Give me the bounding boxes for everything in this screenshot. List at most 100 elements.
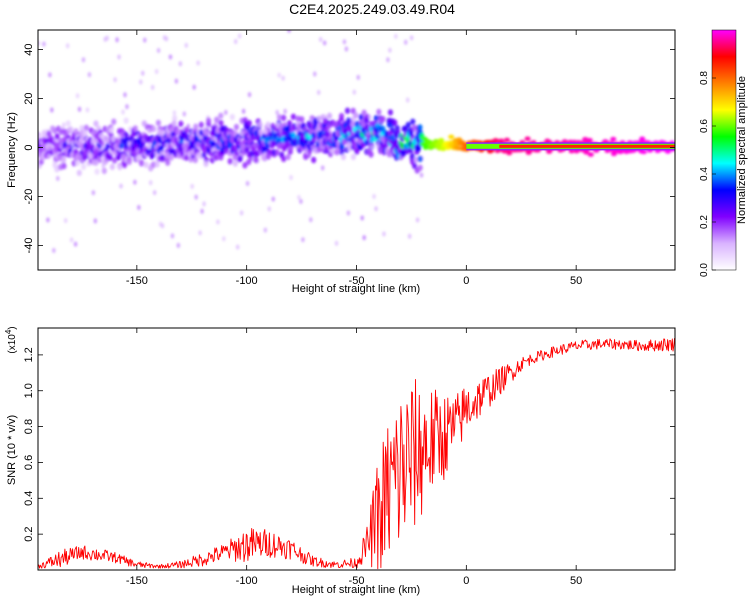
heatmap-cell <box>352 89 357 95</box>
heatmap-cell <box>316 115 322 122</box>
heatmap-cell <box>46 217 50 223</box>
heatmap-cell <box>370 144 374 151</box>
heatmap-cell <box>346 210 351 216</box>
heatmap-cell <box>380 115 386 123</box>
heatmap-cell <box>176 242 181 249</box>
heatmap-cell <box>218 112 224 119</box>
snr-y-tick-label: 1.2 <box>23 347 35 362</box>
heatmap-cell <box>257 121 263 128</box>
heatmap-cell <box>415 145 421 152</box>
heatmap-cell <box>50 125 56 132</box>
heatmap-cell <box>322 117 328 125</box>
heatmap-cell <box>241 108 246 114</box>
heatmap-cell <box>79 149 85 156</box>
heatmap-cell <box>65 120 71 127</box>
heatmap-cell <box>438 139 445 144</box>
heatmap-cell <box>233 123 240 131</box>
heatmap-cell <box>283 108 287 114</box>
heatmap-cell <box>311 156 317 164</box>
colorbar-label: Normalized spectral amplitude <box>736 76 748 224</box>
heatmap-cell <box>155 119 162 127</box>
heatmap-cell <box>274 149 280 156</box>
heatmap-cell <box>320 165 325 171</box>
heatmap-cell <box>48 72 52 78</box>
heatmap-cell <box>387 109 394 116</box>
heatmap-cell <box>85 107 90 113</box>
heatmap-cell <box>203 160 209 167</box>
heatmap-cell <box>382 231 386 237</box>
heatmap-cell <box>415 217 420 223</box>
heatmap-cell <box>111 118 117 125</box>
heatmap-band-core <box>499 144 675 148</box>
heatmap-cell <box>312 71 317 77</box>
heatmap-cell <box>344 107 351 114</box>
heatmap-cell <box>154 161 160 168</box>
heatmap-cell <box>392 119 398 126</box>
heatmap-cell <box>192 156 198 164</box>
heatmap-cell <box>265 153 271 160</box>
heatmap-cell <box>119 131 126 139</box>
heatmap-cell <box>164 152 170 159</box>
heatmap-cell <box>417 124 423 131</box>
heatmap-cell <box>94 133 100 140</box>
heatmap-cell <box>193 123 199 130</box>
heatmap-y-tick-label: -20 <box>23 189 35 205</box>
snr-y-tick-label: 1.0 <box>23 383 35 398</box>
colorbar-tick-label: 0.8 <box>699 71 710 85</box>
heatmap-cell <box>639 136 646 141</box>
heatmap-x-tick-label: -100 <box>236 275 258 287</box>
heatmap-cell <box>109 163 115 171</box>
heatmap-cell <box>350 138 356 145</box>
heatmap-cell <box>52 247 56 254</box>
heatmap-cell <box>350 153 357 161</box>
colorbar-tick-label: 0.0 <box>699 263 710 277</box>
heatmap-y-axis-label: Frequency (Hz) <box>6 112 18 188</box>
heatmap-cell <box>344 46 349 52</box>
heatmap-cell <box>373 114 379 122</box>
heatmap-cell <box>178 61 183 67</box>
heatmap-cell <box>146 142 152 150</box>
heatmap-cell <box>194 194 198 200</box>
heatmap-cell <box>133 179 137 185</box>
heatmap-cell <box>263 227 268 233</box>
heatmap-cell <box>422 145 429 150</box>
heatmap-cell <box>216 219 220 225</box>
heatmap-cell <box>232 160 238 167</box>
heatmap-cell <box>352 143 358 150</box>
heatmap-x-tick-label: 0 <box>463 275 469 287</box>
heatmap-cell <box>115 37 119 43</box>
heatmap-cell <box>168 54 173 60</box>
heatmap-cell <box>285 153 291 161</box>
heatmap-cell <box>83 124 89 131</box>
heatmap-x-tick-label: 50 <box>570 275 582 287</box>
heatmap-cell <box>198 121 204 129</box>
heatmap-cell <box>281 155 287 163</box>
heatmap-cell <box>55 175 60 182</box>
heatmap-panel: -150 -100 -50 0 50 -40 -20 0 20 40 Height of str… <box>6 29 676 295</box>
snr-x-tick-label: -100 <box>236 575 258 587</box>
heatmap-cell <box>63 217 68 224</box>
heatmap-cell <box>170 233 175 239</box>
heatmap-cell <box>334 149 340 156</box>
heatmap-cell <box>81 57 86 63</box>
heatmap-cell <box>178 120 184 128</box>
heatmap-cell <box>362 235 366 241</box>
heatmap-cell <box>192 84 196 90</box>
heatmap-cell <box>74 159 81 167</box>
heatmap-cell <box>366 148 372 156</box>
heatmap-cell <box>283 136 289 143</box>
heatmap-cell <box>372 193 376 200</box>
heatmap-cell <box>289 174 293 181</box>
snr-y-tick-label: 0.4 <box>23 491 35 506</box>
heatmap-cell <box>309 217 313 223</box>
heatmap-cell <box>368 114 372 120</box>
heatmap-cell <box>198 230 202 236</box>
heatmap-cell <box>306 143 312 151</box>
heatmap-cell <box>361 109 367 117</box>
heatmap-cell <box>386 57 390 63</box>
heatmap-cell <box>610 136 617 142</box>
heatmap-cell <box>73 241 78 247</box>
snr-y-axis-label: SNR (10 * v/v) <box>6 415 18 485</box>
heatmap-cell <box>342 39 347 45</box>
